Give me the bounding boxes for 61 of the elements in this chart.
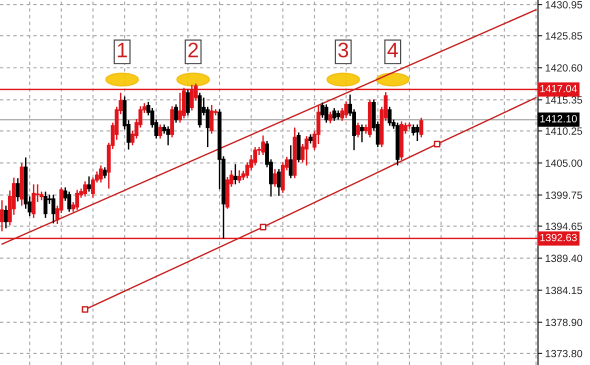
annotation: 2 <box>188 42 198 58</box>
ref-line-label: 1417.04 <box>540 84 577 92</box>
candlestick <box>272 168 277 188</box>
y-tick-label: 1394.65 <box>546 222 582 230</box>
candlestick <box>174 104 178 124</box>
candlestick <box>288 144 293 179</box>
candlestick <box>98 164 103 184</box>
candlestick <box>308 134 312 144</box>
candlestick <box>87 176 91 192</box>
candlestick <box>237 170 242 184</box>
annotation: 3 <box>338 42 348 58</box>
y-tick-label: 1425.85 <box>546 32 582 40</box>
candlestick <box>67 190 72 212</box>
candlestick <box>328 111 332 124</box>
y-tick-label: 1405.00 <box>546 159 582 167</box>
candlestick <box>296 132 301 164</box>
candlestick <box>304 135 309 166</box>
y-tick-label: 1373.80 <box>546 350 582 358</box>
candlestick <box>344 100 348 118</box>
annotation: 1 <box>118 42 127 58</box>
point <box>434 140 440 148</box>
candlestick <box>166 126 170 146</box>
candlestick <box>320 102 324 118</box>
candlestick <box>0 200 4 232</box>
candlestick <box>4 205 8 229</box>
candlestick <box>360 124 364 143</box>
y-tick-label: 1420.60 <box>546 64 582 72</box>
y-tick-label: 1399.75 <box>546 192 582 199</box>
candlestick <box>261 134 266 156</box>
candlestick <box>388 106 392 126</box>
candlestick <box>253 146 258 166</box>
candlestick <box>102 166 107 179</box>
candlestick <box>186 89 190 116</box>
candlestick <box>276 168 281 197</box>
candlestick <box>83 180 87 198</box>
candlestick <box>356 122 360 138</box>
candlestick <box>332 107 336 122</box>
candlestick <box>336 110 340 120</box>
candlestick <box>233 163 238 186</box>
candlestick <box>415 124 420 142</box>
ref-line-label: 1412.10 <box>540 115 577 122</box>
y-tick-label: 1384.15 <box>546 286 582 294</box>
candlestick <box>419 117 424 138</box>
y-tick-label: 1389.40 <box>546 254 582 262</box>
candlestick <box>178 92 182 124</box>
y-tick-label: 1410.25 <box>546 127 582 135</box>
candlestick <box>158 124 162 140</box>
candlestick <box>44 190 48 219</box>
y-tick-label: 1415.35 <box>546 96 582 104</box>
candlestick <box>16 178 20 202</box>
candlestick <box>75 189 80 211</box>
y-tick-label: 1378.90 <box>546 318 582 326</box>
candlestick <box>210 104 214 134</box>
point <box>260 224 266 230</box>
ref-line-label: 1392.63 <box>540 234 577 242</box>
candlestick <box>324 104 328 124</box>
candlestick <box>32 184 36 219</box>
annotation: 4 <box>387 42 398 58</box>
point <box>82 306 88 313</box>
y-tick-label: 1430.95 <box>546 1 582 8</box>
candlestick <box>51 194 56 224</box>
